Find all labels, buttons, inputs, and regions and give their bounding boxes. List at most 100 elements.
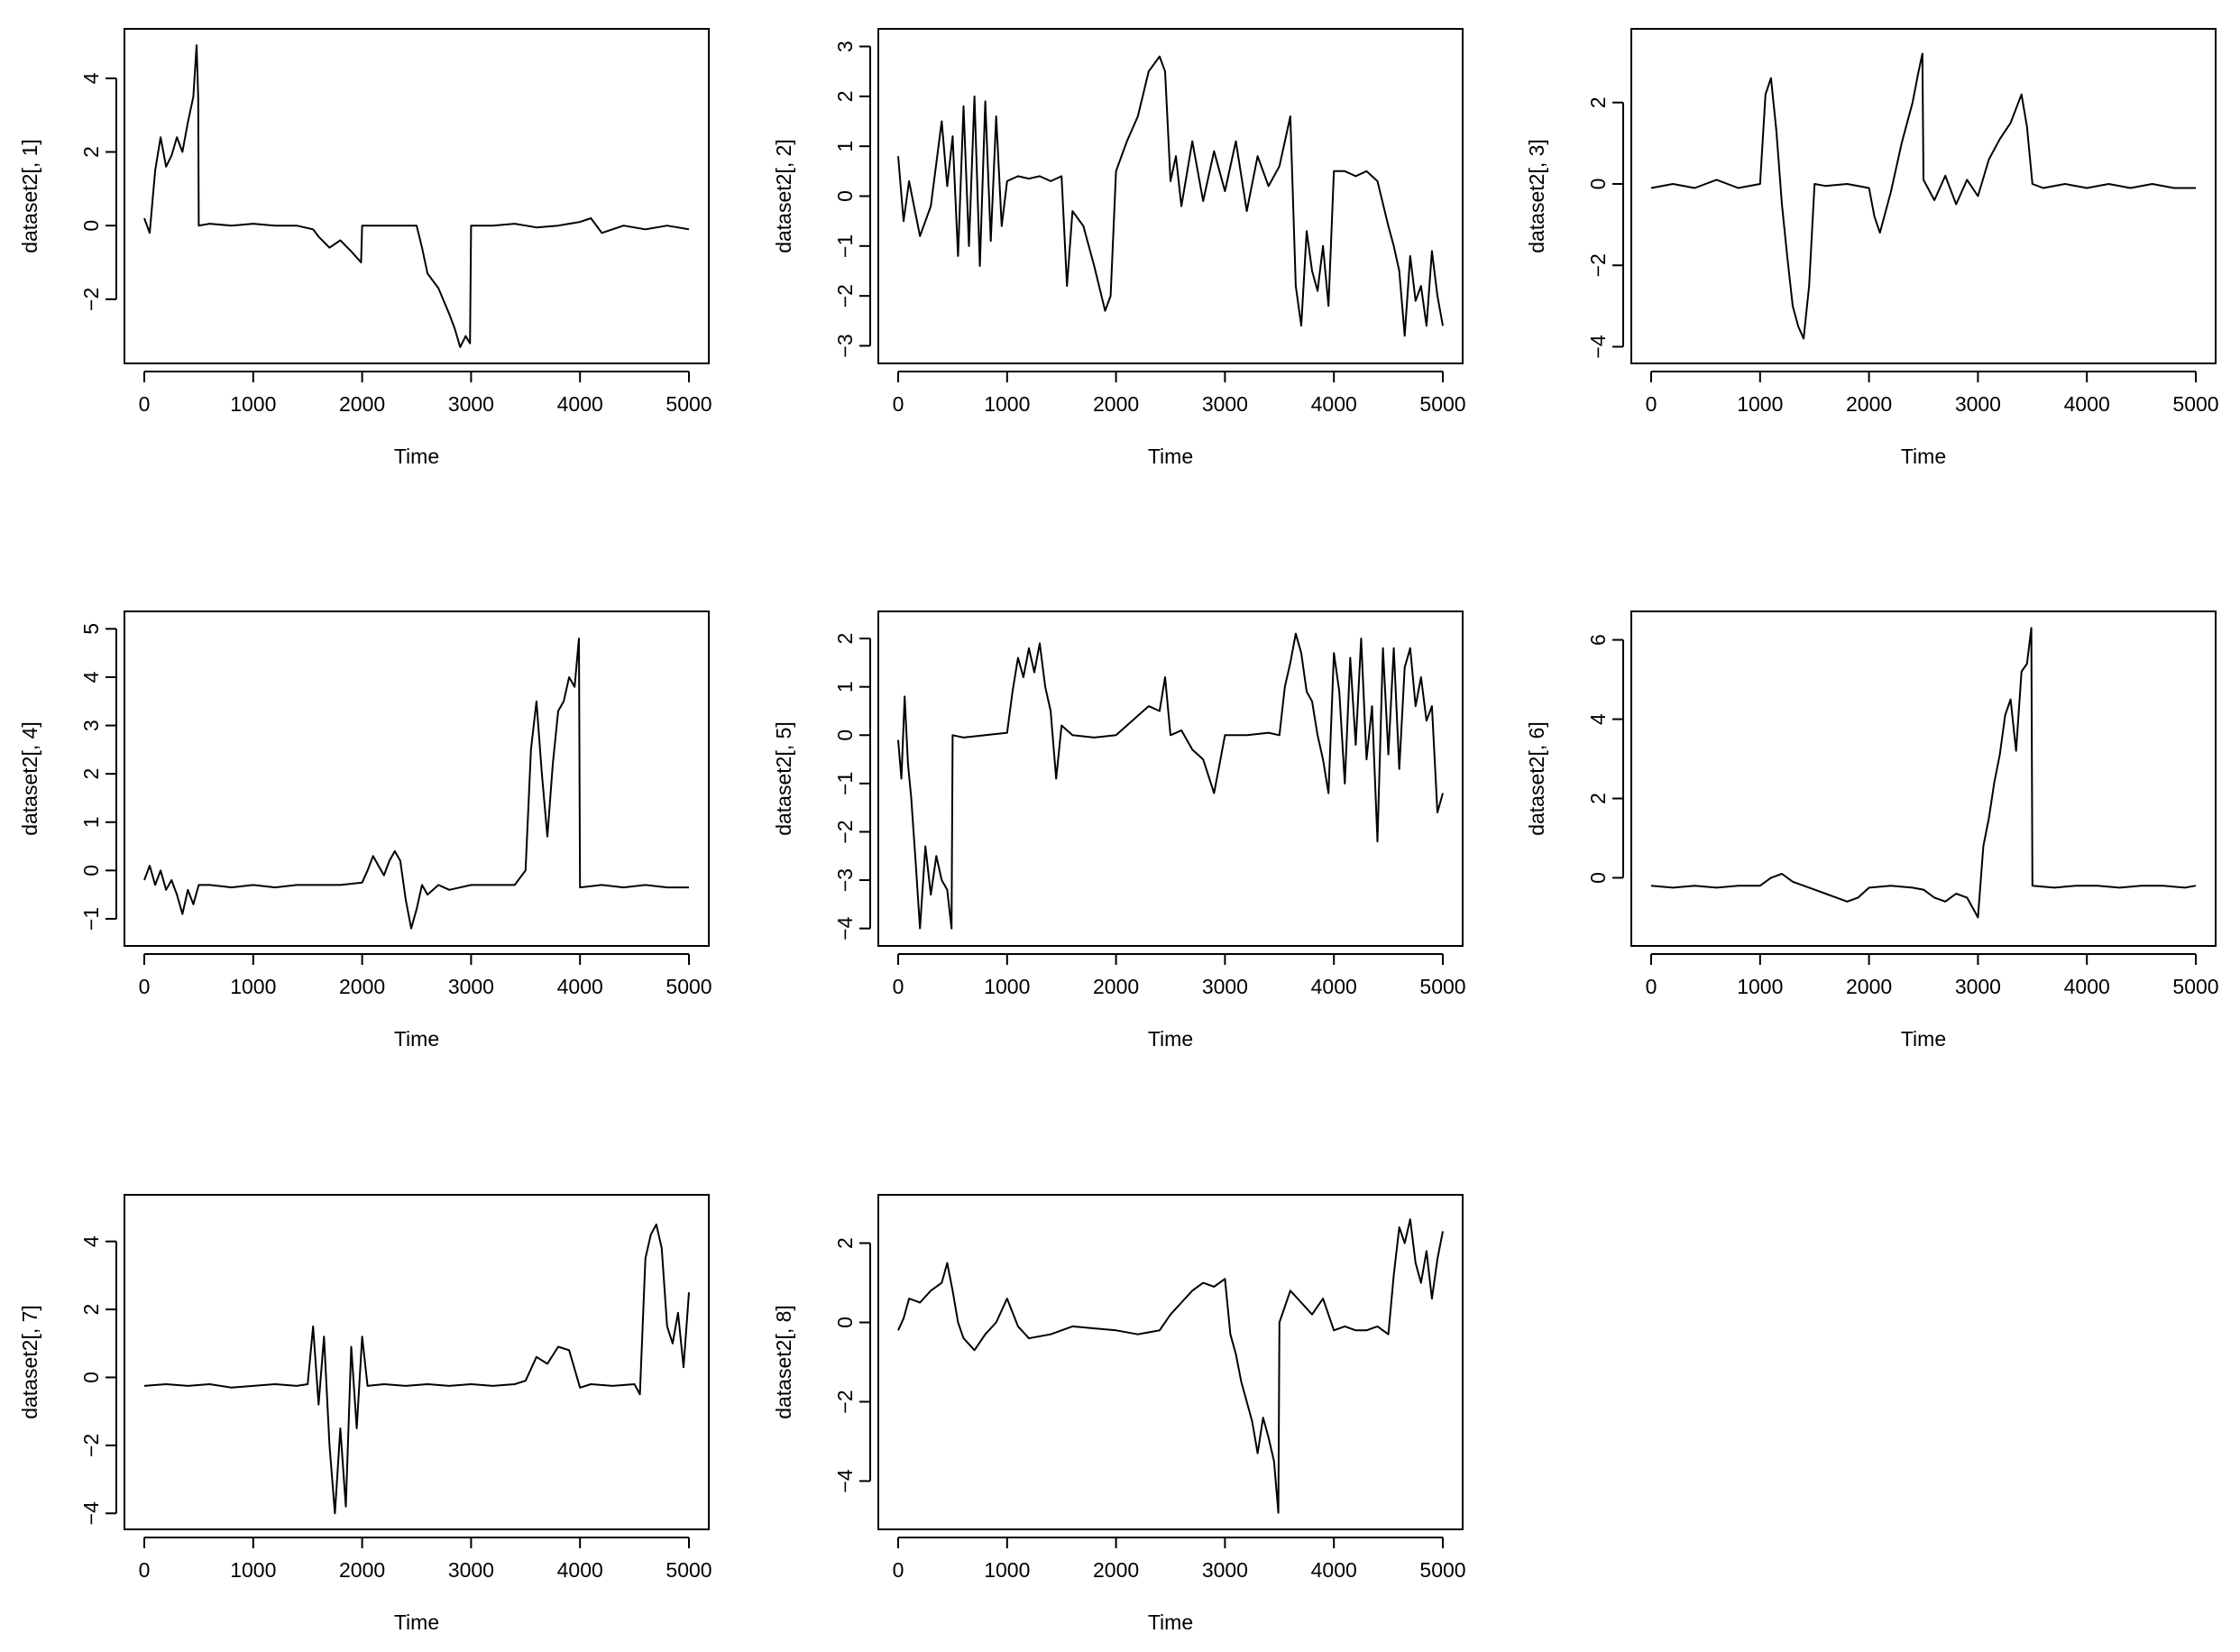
x-tick-label: 5000 bbox=[1419, 1558, 1465, 1582]
y-tick-label: −2 bbox=[833, 284, 857, 307]
x-tick-label: 4000 bbox=[1311, 392, 1357, 416]
x-tick-label: 5000 bbox=[666, 392, 711, 416]
series-line bbox=[143, 44, 690, 348]
y-tick-label: 2 bbox=[1586, 793, 1610, 804]
series-line bbox=[897, 1218, 1444, 1514]
x-tick-label: 2000 bbox=[1093, 392, 1139, 416]
panel-7: 0 1000 2000 3000 4000 5000 Time −4 −2 0 2 4 dataset2… bbox=[18, 1194, 712, 1634]
x-tick-label: 5000 bbox=[666, 1558, 711, 1582]
y-tick-label: −1 bbox=[79, 907, 103, 931]
x-tick-label: 3000 bbox=[1955, 392, 2001, 416]
y-tick-label: 2 bbox=[79, 768, 103, 780]
y-tick-label: 0 bbox=[833, 730, 857, 741]
y-tick-label: 0 bbox=[79, 1372, 103, 1383]
y-axis-label: dataset2[, 4] bbox=[18, 721, 41, 836]
panel-1: 0 1000 2000 3000 4000 5000 Time −2 0 2 4 dataset2[,… bbox=[18, 28, 712, 468]
y-tick-label: 1 bbox=[79, 816, 103, 828]
x-tick-label: 2000 bbox=[1846, 975, 1892, 998]
y-tick-label: −1 bbox=[833, 772, 857, 795]
x-tick-label: 2000 bbox=[339, 392, 385, 416]
x-tick-label: 3000 bbox=[1955, 975, 2001, 998]
x-tick-label: 0 bbox=[139, 1558, 151, 1582]
panel-3: 0 1000 2000 3000 4000 5000 Time −4 −2 0 2 dataset2[… bbox=[1525, 28, 2219, 468]
x-axis-label: Time bbox=[1148, 1027, 1193, 1051]
x-tick-label: 0 bbox=[893, 975, 904, 998]
x-tick-label: 4000 bbox=[557, 1558, 603, 1582]
series-line bbox=[897, 632, 1444, 930]
plot-frame bbox=[1630, 28, 2217, 364]
y-tick-label: −4 bbox=[79, 1501, 103, 1525]
y-tick-label: 1 bbox=[833, 141, 857, 152]
plot-frame bbox=[1630, 610, 2217, 947]
x-tick-label: 1000 bbox=[984, 975, 1030, 998]
x-tick-label: 4000 bbox=[1311, 975, 1357, 998]
x-tick-label: 1000 bbox=[230, 1558, 276, 1582]
y-axis-label: dataset2[, 8] bbox=[772, 1305, 795, 1419]
y-tick-label: 2 bbox=[1586, 96, 1610, 108]
plot-frame bbox=[124, 610, 710, 947]
y-tick-label: 3 bbox=[833, 41, 857, 52]
y-tick-label: −2 bbox=[79, 1434, 103, 1457]
x-tick-label: 1000 bbox=[984, 1558, 1030, 1582]
x-tick-label: 3000 bbox=[448, 392, 494, 416]
x-tick-label: 2000 bbox=[1846, 392, 1892, 416]
y-tick-label: −1 bbox=[833, 234, 857, 258]
x-tick-label: 1000 bbox=[984, 392, 1030, 416]
series-line bbox=[1650, 627, 2197, 919]
y-tick-label: 2 bbox=[833, 90, 857, 102]
series-line bbox=[897, 55, 1444, 337]
x-tick-label: 0 bbox=[1646, 975, 1657, 998]
x-tick-label: 1000 bbox=[230, 975, 276, 998]
y-tick-label: 2 bbox=[833, 633, 857, 645]
series-line bbox=[143, 1223, 690, 1515]
y-tick-label: 0 bbox=[79, 220, 103, 232]
plot-frame bbox=[124, 1194, 710, 1530]
y-tick-label: −3 bbox=[833, 868, 857, 892]
x-tick-label: 0 bbox=[139, 392, 151, 416]
y-tick-label: 0 bbox=[833, 190, 857, 202]
x-axis-label: Time bbox=[394, 1027, 439, 1051]
y-tick-label: −4 bbox=[1586, 335, 1610, 358]
x-tick-label: 4000 bbox=[2064, 392, 2110, 416]
x-tick-label: 3000 bbox=[448, 1558, 494, 1582]
y-tick-label: 0 bbox=[1586, 872, 1610, 884]
panel-4: 0 1000 2000 3000 4000 5000 Time −1 0 1 2 3 4 5 dataset… bbox=[18, 610, 712, 1051]
y-tick-label: −2 bbox=[79, 288, 103, 311]
y-axis-label: dataset2[, 2] bbox=[772, 139, 795, 253]
x-tick-label: 2000 bbox=[339, 975, 385, 998]
y-axis-label: dataset2[, 6] bbox=[1525, 721, 1548, 836]
y-tick-label: 2 bbox=[79, 1304, 103, 1316]
series-line bbox=[1650, 52, 2196, 340]
x-axis-label: Time bbox=[1901, 445, 1946, 468]
y-tick-label: 0 bbox=[1586, 179, 1610, 190]
x-tick-label: 0 bbox=[893, 1558, 904, 1582]
y-tick-label: −2 bbox=[833, 1390, 857, 1413]
y-tick-label: 0 bbox=[833, 1317, 857, 1328]
x-tick-label: 0 bbox=[1646, 392, 1657, 416]
x-axis-label: Time bbox=[394, 445, 439, 468]
y-tick-label: 6 bbox=[1586, 634, 1610, 646]
plot-frame bbox=[877, 1194, 1464, 1530]
x-tick-label: 3000 bbox=[1202, 1558, 1248, 1582]
y-tick-label: 5 bbox=[79, 623, 103, 635]
y-axis-label: dataset2[, 7] bbox=[18, 1305, 41, 1419]
x-tick-label: 2000 bbox=[1093, 975, 1139, 998]
x-tick-label: 1000 bbox=[1737, 392, 1783, 416]
x-tick-label: 0 bbox=[139, 975, 151, 998]
y-tick-label: −2 bbox=[833, 820, 857, 843]
y-axis-label: dataset2[, 1] bbox=[18, 139, 41, 253]
x-tick-label: 4000 bbox=[557, 975, 603, 998]
plot-frame bbox=[877, 28, 1464, 364]
y-tick-label: −2 bbox=[1586, 253, 1610, 277]
y-tick-label: 4 bbox=[79, 1235, 103, 1247]
x-axis-label: Time bbox=[1148, 445, 1193, 468]
x-tick-label: 1000 bbox=[230, 392, 276, 416]
x-tick-label: 0 bbox=[893, 392, 904, 416]
y-tick-label: 4 bbox=[1586, 713, 1610, 725]
y-axis-label: dataset2[, 3] bbox=[1525, 139, 1548, 253]
panel-6: 0 1000 2000 3000 4000 5000 Time 0 2 4 6 dataset2[, … bbox=[1525, 610, 2219, 1051]
y-tick-label: −4 bbox=[833, 1469, 857, 1492]
x-tick-label: 4000 bbox=[2064, 975, 2110, 998]
x-axis-label: Time bbox=[394, 1611, 439, 1634]
